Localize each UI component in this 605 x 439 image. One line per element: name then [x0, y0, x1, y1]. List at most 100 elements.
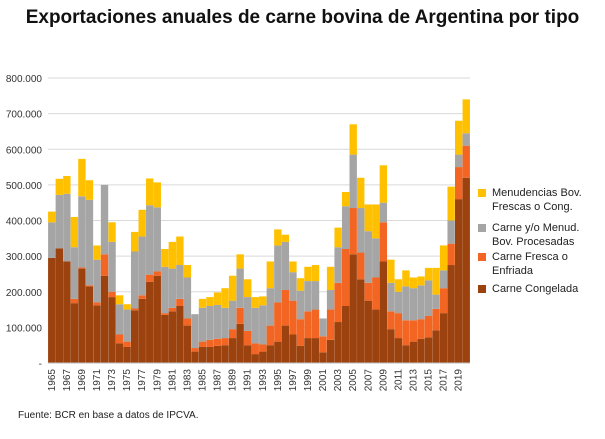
bar-segment — [251, 297, 259, 308]
bar-segment — [93, 259, 101, 303]
bar-segment — [206, 346, 214, 363]
bar-segment — [161, 313, 169, 315]
x-tick-label: 1973 — [107, 369, 118, 392]
bar-segment — [334, 282, 342, 323]
y-tick-label: 400.000 — [6, 217, 43, 228]
bar-segment — [447, 265, 455, 363]
bar-segment — [115, 343, 124, 363]
bar-segment — [138, 298, 146, 363]
bar-segment — [266, 325, 274, 346]
bar-segment — [439, 313, 448, 363]
bar-segment — [138, 236, 146, 296]
bar-segment — [304, 266, 312, 282]
bar-segment — [228, 329, 237, 339]
bar-segment — [289, 261, 297, 273]
x-tick-label: 1981 — [167, 369, 178, 392]
bar-segment — [48, 222, 56, 258]
x-tick-label: 1995 — [273, 369, 284, 392]
legend-label: Carne Fresca o Enfriada — [492, 251, 568, 277]
bar-segment — [244, 345, 252, 363]
chart-title: Exportaciones anuales de carne bovina de… — [25, 7, 580, 28]
bar-segment — [100, 184, 109, 255]
bar-segment — [168, 307, 177, 312]
bar-segment — [424, 267, 433, 281]
bar-segment — [447, 186, 455, 221]
y-tick-label: 200.000 — [6, 288, 43, 299]
x-tick-label: 1989 — [228, 369, 239, 392]
bar-segment — [372, 309, 380, 363]
bar-segment — [462, 133, 470, 146]
bar-segment — [206, 339, 214, 347]
bar-segment — [455, 167, 463, 200]
bar-segment — [85, 285, 94, 287]
bar-segment — [161, 314, 169, 363]
bar-segment — [100, 275, 109, 363]
bar-segment — [266, 261, 274, 289]
bar-segment — [108, 291, 116, 298]
bar-segment — [55, 248, 63, 363]
x-tick-label: 1983 — [182, 369, 193, 392]
y-tick-label: 300.000 — [6, 252, 43, 263]
source-note: Fuente: BCR en base a datos de IPCVA. — [18, 410, 199, 421]
bar-segment — [146, 274, 154, 282]
bar-segment — [326, 266, 335, 290]
bar-segment — [349, 154, 357, 209]
bar-segment — [326, 339, 335, 363]
bar-segment — [123, 341, 131, 347]
bar-segment — [70, 303, 79, 363]
bar-segment — [439, 245, 448, 271]
bar-segment — [228, 275, 237, 301]
x-tick-label: 1979 — [152, 369, 163, 392]
bar-segment — [236, 268, 244, 308]
bar-segment — [55, 178, 63, 195]
bar-segment — [78, 158, 86, 197]
x-tick-label: 2007 — [363, 369, 374, 392]
x-tick-label: 2009 — [378, 369, 389, 392]
bar-segment — [387, 282, 395, 312]
bar-segment — [289, 272, 297, 301]
bar-segment — [432, 330, 440, 363]
bar-segment — [462, 145, 470, 178]
bar-segment — [244, 279, 252, 298]
bar-segment — [394, 338, 403, 363]
bar-segment — [349, 254, 357, 363]
bar-segment — [115, 304, 124, 335]
bar-segment — [334, 227, 342, 248]
bar-segment — [424, 337, 433, 363]
bar-segment — [409, 277, 418, 289]
bar-segment — [183, 325, 192, 363]
bar-segment — [63, 175, 71, 194]
bar-segment — [236, 254, 244, 269]
bar-segment — [379, 165, 388, 203]
bar-segment — [48, 257, 56, 363]
bar-segment — [372, 238, 380, 278]
bar-segment — [296, 319, 305, 346]
bar-segment — [402, 345, 410, 363]
bar-segment — [108, 241, 116, 292]
bar-segment — [130, 231, 139, 252]
bar-segment — [176, 306, 184, 363]
bar-segment — [455, 120, 463, 155]
bar-segment — [213, 338, 222, 346]
bar-segment — [326, 289, 335, 310]
bar-segment — [319, 336, 327, 353]
bar-segment — [439, 288, 448, 314]
x-tick-label: 1967 — [62, 369, 73, 392]
x-tick-label: 1977 — [137, 369, 148, 392]
bar-segment — [394, 291, 403, 314]
bar-segment — [70, 298, 79, 304]
bar-segment — [198, 307, 207, 342]
bar-segment — [394, 279, 403, 292]
x-tick-label: 1991 — [243, 369, 254, 392]
bar-segment — [462, 99, 470, 134]
bar-segment — [228, 300, 237, 330]
bar-segment — [311, 265, 320, 282]
bar-segment — [221, 345, 229, 363]
y-tick-label: 700.000 — [6, 110, 43, 121]
bar-segment — [183, 265, 192, 278]
bar-segment — [176, 236, 184, 266]
bar-segment — [228, 338, 237, 363]
bar-segment — [281, 234, 290, 242]
x-tick-label: 1993 — [258, 369, 269, 392]
